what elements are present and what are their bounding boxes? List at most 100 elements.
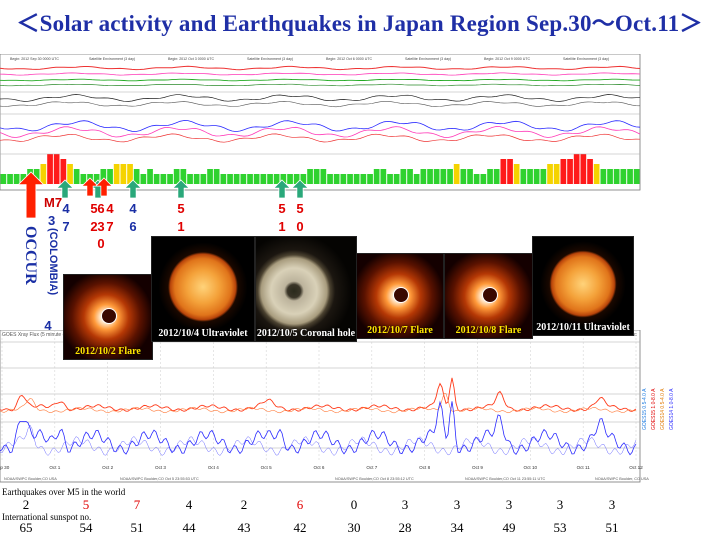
event-magnitude-top: 6 [97, 201, 104, 216]
solar-image-caption: 2012/10/8 Flare [455, 325, 522, 336]
kp-bar [387, 174, 393, 184]
event-magnitude-top: 5 [278, 201, 285, 216]
kp-bar [260, 174, 267, 184]
kp-bar [620, 169, 627, 184]
kp-bar [567, 159, 573, 184]
kp-bar [513, 164, 520, 184]
kp-bar [480, 174, 487, 184]
kp-bar [100, 169, 107, 184]
kp-bar [67, 164, 73, 184]
kp-bar [340, 174, 347, 184]
xray-bottom-label: NOAA/SWPC Boulder,CO USA [4, 477, 57, 481]
xray-series-line [0, 393, 637, 414]
kp-bar [607, 169, 613, 184]
kp-bar [160, 174, 167, 184]
sunspot-cell: 30 [347, 520, 361, 535]
xray-date-tick: Oct 12 [629, 465, 643, 470]
kp-bar [153, 174, 160, 184]
kp-bar [360, 174, 367, 184]
sunspot-cell: 49 [502, 520, 516, 535]
sunspot-cell: 43 [237, 520, 251, 535]
solar-image-caption: 2012/10/5 Coronal hole [256, 328, 356, 339]
kp-bar [40, 164, 47, 184]
kp-bar [320, 169, 327, 184]
xray-date-tick: Oct 10 [524, 465, 538, 470]
kp-top-label: Satellite Environment (3 day) [247, 57, 293, 61]
quake-count-cell: 7 [133, 497, 141, 512]
solar-image: 2012/10/4 Ultraviolet [151, 236, 255, 342]
sunspot-row-label: International sunspot no. [2, 512, 92, 522]
solar-image-caption: 2012/10/11 Ultraviolet [536, 322, 630, 333]
xray-date-tick: Oct 7 [366, 465, 377, 470]
kp-bar [460, 169, 467, 184]
kp-bar [167, 174, 173, 184]
kp-series-line [0, 72, 641, 76]
xray-series-line [0, 400, 637, 456]
kp-bar [267, 174, 273, 184]
kp-bar [427, 169, 433, 184]
kp-bar [580, 154, 587, 184]
kp-bar [187, 174, 193, 184]
sunspot-cell: 54 [79, 520, 93, 535]
kp-top-label: Satellite Environment (3 day) [563, 57, 609, 61]
kp-bar [313, 169, 320, 184]
sunspot-cell: 65 [19, 520, 33, 535]
kp-bar [560, 159, 567, 184]
xray-date-tick: Oct 1 [49, 465, 60, 470]
kp-bar [487, 169, 493, 184]
kp-series-line [0, 83, 641, 87]
quake-count-cell: 5 [82, 497, 90, 512]
xray-legend: GOES15 1.0-8.0 A [651, 388, 657, 430]
kp-chart-frame [0, 54, 641, 191]
quake-row-label: Earthquakes over M5 in the world [2, 487, 126, 497]
sunspot-cell: 28 [398, 520, 412, 535]
solar-image: 2012/10/8 Flare [444, 253, 533, 339]
solar-image: 2012/10/7 Flare [356, 253, 444, 339]
event-magnitude-bottom: 3 [97, 219, 104, 234]
kp-bar [120, 164, 127, 184]
quake-count-cell: 3 [556, 497, 564, 512]
event-magnitude-extra: 0 [97, 236, 104, 251]
event-magnitude-bottom: 1 [177, 219, 184, 234]
kp-bar [593, 164, 600, 184]
xray-legend: GOES14 1.0-8.0 A [669, 388, 675, 430]
kp-bar [333, 174, 340, 184]
kp-bar [540, 169, 547, 184]
xray-legend: GOES15 0.5-4.0 A [642, 388, 648, 430]
kp-series-line [0, 78, 640, 82]
kp-bar [627, 169, 633, 184]
kp-series-line [0, 94, 640, 102]
quake-count-cell: 3 [401, 497, 409, 512]
kp-bar [400, 169, 407, 184]
kp-bar [253, 174, 260, 184]
kp-bar [247, 174, 253, 184]
solar-image: 2012/10/5 Coronal hole [255, 236, 357, 342]
kp-bar [373, 169, 380, 184]
kp-bar [433, 169, 440, 184]
kp-bar [633, 169, 640, 184]
kp-bar [347, 174, 353, 184]
kp-bar [133, 169, 140, 184]
kp-top-label: Satellite Environment (3 day) [405, 57, 451, 61]
kp-bar [173, 169, 180, 184]
kp-bar [227, 174, 233, 184]
green-event-arrow [272, 179, 292, 199]
kp-bar [413, 174, 420, 184]
coronagraph-disk [481, 287, 498, 303]
kp-bar [207, 169, 213, 184]
page-title: ＜Solar activity and Earthquakes in Japan… [16, 11, 703, 36]
kp-series-line [0, 120, 641, 133]
solar-image-caption: 2012/10/4 Ultraviolet [158, 328, 248, 339]
kp-bar [613, 169, 620, 184]
event-magnitude-top: 5 [90, 201, 97, 216]
kp-bar [127, 164, 133, 184]
kp-bar [453, 164, 460, 184]
kp-bar [467, 169, 473, 184]
kp-bar [147, 169, 153, 184]
coronagraph-disk [101, 308, 117, 324]
occur-label: OCCUR [22, 226, 39, 285]
kp-bar [493, 169, 500, 184]
xray-series-line [0, 424, 637, 456]
solar-image-caption: 2012/10/7 Flare [367, 325, 433, 336]
xray-chart-label: GOES Xray Flux (5 minute data) [2, 332, 74, 338]
